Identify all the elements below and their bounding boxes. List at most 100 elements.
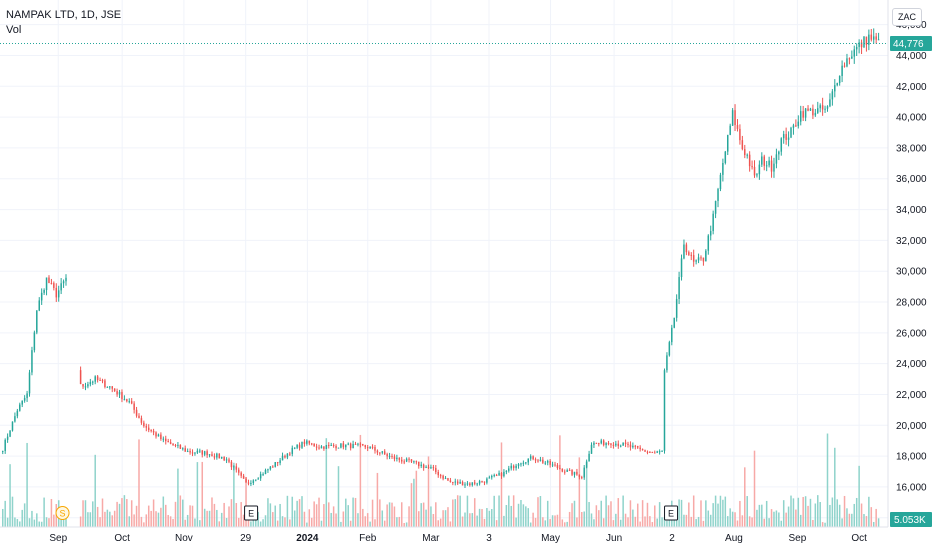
volume-bar (43, 497, 45, 527)
candle-body (432, 467, 435, 469)
last-price-label: 44,776 (893, 39, 924, 50)
candle-body (264, 469, 267, 475)
volume-bar (855, 497, 858, 527)
volume-bar (349, 520, 352, 527)
time-tick-label: Jun (606, 533, 622, 544)
candle-body (274, 462, 276, 467)
candle-body (529, 456, 532, 459)
candle-body (573, 471, 576, 475)
volume-bar (359, 434, 362, 527)
candle-body (544, 462, 547, 464)
volume-bar (23, 503, 26, 527)
candle-body (123, 399, 126, 401)
candle-body (736, 125, 739, 129)
candle-body (602, 440, 605, 446)
volume-bar (714, 495, 717, 527)
volume-bar (352, 497, 354, 527)
volume-bar (741, 515, 744, 527)
dividend-marker[interactable] (55, 506, 70, 520)
candle-body (55, 287, 58, 298)
candle-body (634, 445, 637, 447)
candle-body (707, 235, 710, 251)
volume-bar (824, 522, 826, 527)
volume-bar (469, 513, 471, 527)
event-marker-label: E (668, 509, 674, 519)
last-price-badge: 44,776 (890, 36, 932, 52)
volume-bar (398, 516, 401, 527)
volume-bar (610, 501, 612, 527)
volume-bar (157, 512, 160, 527)
earnings-marker[interactable] (244, 505, 259, 521)
volume-bar (566, 521, 568, 527)
candle-body (510, 465, 512, 469)
volume-bar (396, 517, 398, 527)
volume-bar (683, 514, 685, 527)
volume-bar (62, 518, 65, 527)
volume-bar (330, 512, 332, 527)
candle-body (846, 58, 848, 67)
currency-button[interactable]: ZAC (892, 8, 922, 26)
candle-body (821, 105, 824, 110)
volume-bar (435, 502, 437, 527)
candle-body (741, 140, 744, 150)
volume-bar (179, 495, 182, 527)
candle-body (853, 49, 856, 57)
time-axis[interactable]: Sep Oct Nov 29 2024 Feb Mar 3 May Jun 2 Aug Sep Oct (49, 533, 867, 544)
candle-body (306, 440, 308, 444)
volume-bar (778, 512, 780, 527)
volume-bar (654, 505, 656, 527)
candle-body (729, 125, 731, 135)
symbol-title[interactable]: NAMPAK LTD, 1D, JSE (6, 9, 122, 21)
candle-body (512, 465, 515, 469)
volume-bar (758, 504, 761, 527)
volume-bar (418, 511, 420, 527)
candle-body (118, 391, 121, 395)
candle-body (279, 460, 281, 464)
volume-bar (408, 506, 410, 527)
volume-bar (846, 508, 848, 527)
candle-body (128, 401, 131, 403)
volume-bar (831, 497, 834, 527)
candle-body (758, 164, 761, 175)
earnings-marker[interactable] (664, 505, 679, 521)
candle-body (425, 466, 427, 468)
price-axis[interactable]: 14,00016,00018,00020,00022,00024,00026,0… (896, 20, 927, 524)
volume-indicator-label[interactable]: Vol (6, 24, 22, 36)
candle-body (106, 386, 109, 388)
volume-bar (169, 516, 172, 527)
volume-bar (797, 497, 800, 527)
volume-bar (147, 505, 150, 527)
volume-bar (765, 500, 768, 527)
volume-bar (508, 495, 510, 527)
candle-body (206, 451, 208, 456)
candle-body (332, 444, 335, 446)
candle-body (376, 450, 379, 453)
volume-bar (391, 502, 393, 527)
volume-bar (315, 504, 318, 527)
candle-body (678, 277, 680, 300)
candle-body (848, 58, 851, 60)
volume-bar (235, 503, 238, 527)
volume-bar (571, 503, 573, 527)
candle-body (508, 468, 510, 471)
candle-body (388, 455, 391, 457)
candle-body (262, 474, 264, 476)
volume-bar (250, 521, 252, 527)
candle-body (765, 165, 768, 167)
time-tick-label: Nov (175, 533, 193, 544)
candle-body (493, 475, 495, 477)
candle-body (94, 376, 96, 382)
volume-bar (337, 466, 340, 527)
price-tick-label: 22,000 (896, 390, 927, 401)
volume-bar (303, 511, 306, 527)
price-tick-label: 32,000 (896, 236, 927, 247)
volume-bar (726, 516, 729, 527)
time-tick-label: Sep (789, 533, 807, 544)
candle-body (87, 384, 89, 387)
volume-bar (700, 500, 702, 527)
volume-bar (203, 508, 206, 527)
volume-bar (809, 498, 812, 527)
candle-body (259, 474, 262, 479)
candle-body (495, 475, 498, 477)
